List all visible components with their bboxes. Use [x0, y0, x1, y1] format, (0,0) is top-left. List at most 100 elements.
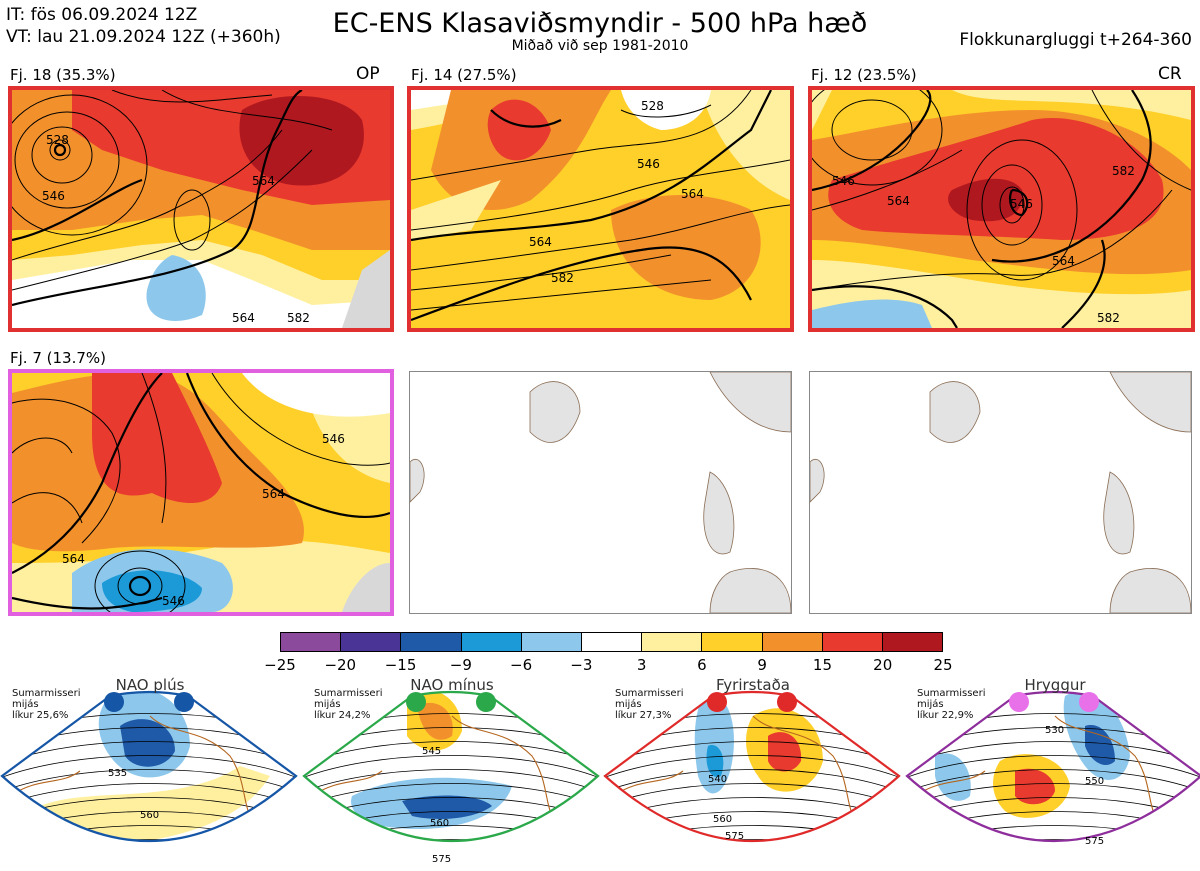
- regime-stats: Sumarmisseri mijás líkur 22,9%: [917, 688, 985, 721]
- colorbar-cell: [281, 633, 342, 651]
- regime-marker-dot: [777, 692, 797, 712]
- regime-name: Fyrirstaða: [716, 676, 790, 694]
- cluster-map-2: 528 546 564 564 582: [407, 86, 794, 332]
- regime-panel: 545 560 575 NAO mínus Sumarmisseri mijás líkur…: [302, 676, 600, 871]
- regime-name: Hryggur: [1024, 676, 1086, 694]
- regime-contour-label: 575: [1085, 836, 1104, 847]
- regime-name: NAO mínus: [410, 676, 494, 694]
- regime-stat-mean: mijás: [12, 699, 39, 710]
- regime-contour-label: 550: [1085, 776, 1104, 787]
- regime-marker-dot: [476, 692, 496, 712]
- cluster-map-4: 546 564 564 546: [8, 369, 394, 616]
- page-title: EC-ENS Klasaviðsmyndir - 500 hPa hæð: [332, 8, 868, 39]
- page-subtitle: Miðað við sep 1981-2010: [511, 38, 689, 54]
- colorbar-cell: [401, 633, 462, 651]
- regime-stat-mean: mijás: [314, 699, 341, 710]
- contour-label: 546: [42, 189, 65, 203]
- panel-3-label: Fj. 12 (23.5%): [811, 66, 917, 84]
- regime-panel: 535 560 NAO plús Sumarmisseri mijás líkur 25,…: [0, 676, 298, 871]
- colorbar-tick-label: 20: [873, 656, 893, 674]
- regime-panel: 540 560 575 Fyrirstaða Sumarmisseri mijás líku…: [603, 676, 901, 871]
- regime-stat-mean: mijás: [917, 699, 944, 710]
- colorbar-cell: [822, 633, 883, 651]
- cluster-map-1: 528 546 564 564 582: [8, 86, 394, 332]
- contour-label: 564: [1052, 254, 1075, 268]
- regime-stat-season: Sumarmisseri: [314, 688, 383, 699]
- colorbar-tick-label: 25: [933, 656, 953, 674]
- cluster-map-6-empty: [809, 371, 1192, 614]
- regime-contour-label: 560: [140, 810, 159, 821]
- regime-name: NAO plús: [115, 676, 185, 694]
- regime-marker-dot: [174, 692, 194, 712]
- classification-window: Flokkunargluggi t+264-360: [959, 30, 1192, 50]
- contour-label: 528: [641, 99, 664, 113]
- regime-contour-label: 560: [713, 814, 732, 825]
- regime-stats: Sumarmisseri mijás líkur 24,2%: [314, 688, 382, 721]
- colorbar-tick-label: −6: [510, 656, 533, 674]
- contour-label: 564: [62, 552, 85, 566]
- contour-label: 546: [637, 157, 660, 171]
- regime-contour-label: 560: [430, 818, 449, 829]
- panel-1-label: Fj. 18 (35.3%): [10, 66, 116, 84]
- colorbar-cell: [762, 633, 823, 651]
- panel-2-label: Fj. 14 (27.5%): [411, 66, 517, 84]
- colorbar-tick-label: 9: [757, 656, 767, 674]
- regime-contour-label: 540: [708, 774, 727, 785]
- colorbar-tick-label: 15: [812, 656, 832, 674]
- regime-stats: Sumarmisseri mijás líkur 25,6%: [12, 688, 80, 721]
- regime-stat-season: Sumarmisseri: [12, 688, 81, 699]
- colorbar-tick-label: −25: [264, 656, 296, 674]
- regime-stat-season: Sumarmisseri: [615, 688, 684, 699]
- colorbar-cell: [461, 633, 522, 651]
- contour-label: 582: [287, 311, 310, 325]
- regime-marker-dot: [707, 692, 727, 712]
- regime-marker-dot: [1079, 692, 1099, 712]
- regime-stat-prob: líkur 22,9%: [917, 710, 974, 721]
- panel-4-label: Fj. 7 (13.7%): [10, 349, 106, 367]
- regime-marker-dot: [406, 692, 426, 712]
- contour-label: 582: [551, 271, 574, 285]
- contour-label: 546: [1010, 197, 1033, 211]
- regime-contour-label: 575: [725, 831, 744, 842]
- regime-contour-label: 545: [422, 746, 441, 757]
- contour-label: 528: [46, 133, 69, 147]
- cluster-map-3: 546 564 546 582 564 582: [808, 86, 1195, 332]
- contour-label: 546: [322, 432, 345, 446]
- regime-stat-mean: mijás: [615, 699, 642, 710]
- regime-stat-prob: líkur 25,6%: [12, 710, 69, 721]
- contour-label: 546: [832, 174, 855, 188]
- colorbar-cell: [521, 633, 582, 651]
- colorbar-cell: [581, 633, 643, 651]
- contour-label: 564: [232, 311, 255, 325]
- colorbar-tick-label: −20: [324, 656, 357, 674]
- regime-marker-dot: [1009, 692, 1029, 712]
- colorbar-tick-label: 3: [636, 656, 647, 674]
- regime-panel: 530 550 575 Hryggur Sumarmisseri mijás líkur 2…: [905, 676, 1200, 871]
- contour-label: 564: [262, 487, 285, 501]
- regime-stats: Sumarmisseri mijás líkur 27,3%: [615, 688, 683, 721]
- regime-stat-prob: líkur 27,3%: [615, 710, 672, 721]
- colorbar-cell: [341, 633, 402, 651]
- contour-label: 564: [887, 194, 910, 208]
- contour-label: 582: [1097, 311, 1120, 325]
- regime-stat-season: Sumarmisseri: [917, 688, 986, 699]
- cluster-map-5-empty: [409, 371, 792, 614]
- contour-label: 564: [529, 235, 552, 249]
- colorbar-cell: [882, 633, 943, 651]
- contour-label: 582: [1112, 164, 1135, 178]
- colorbar-tick-label: −9: [449, 656, 472, 674]
- regime-contour-label: 575: [432, 854, 451, 865]
- panel-3-tag: CR: [1158, 64, 1182, 84]
- contour-label: 546: [162, 594, 185, 608]
- colorbar: [280, 632, 943, 652]
- regime-stat-prob: líkur 24,2%: [314, 710, 371, 721]
- init-time: IT: fös 06.09.2024 12Z: [6, 5, 198, 25]
- header-times: IT: fös 06.09.2024 12Z VT: lau 21.09.202…: [6, 4, 281, 48]
- contour-label: 564: [252, 174, 275, 188]
- panel-1-tag: OP: [356, 64, 380, 84]
- colorbar-cell: [642, 633, 703, 651]
- regime-marker-dot: [104, 692, 124, 712]
- valid-time: VT: lau 21.09.2024 12Z (+360h): [6, 27, 281, 47]
- colorbar-tick-label: −3: [570, 656, 593, 674]
- colorbar-tick-label: 6: [697, 656, 707, 674]
